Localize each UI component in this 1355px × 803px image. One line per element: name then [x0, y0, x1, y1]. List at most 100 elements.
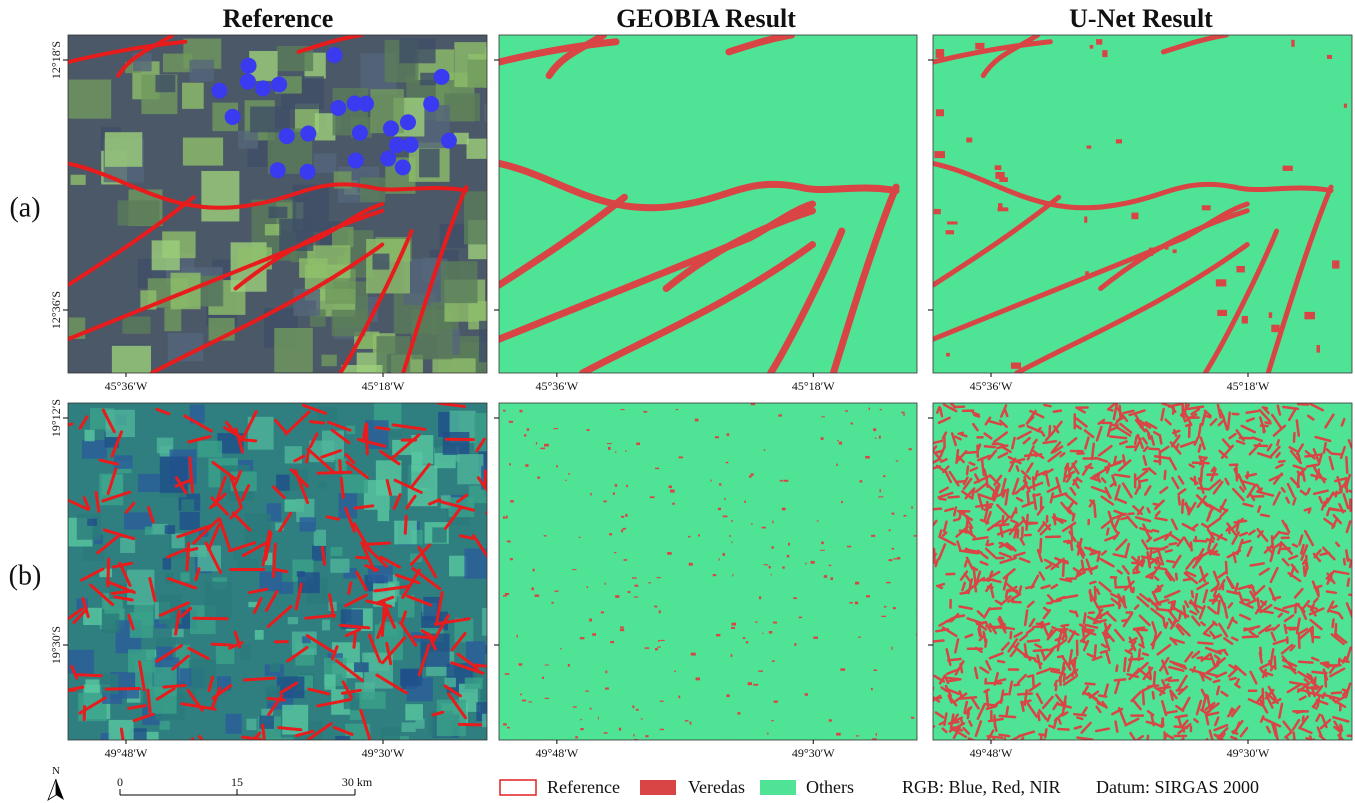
vereda [279, 728, 301, 730]
vereda-blob [934, 151, 945, 158]
vereda-blob [678, 456, 683, 458]
pivot [211, 83, 227, 99]
vereda-blob [587, 429, 590, 431]
vereda-blob [670, 490, 675, 493]
vereda [1014, 685, 1019, 686]
vereda-blob [880, 409, 882, 410]
imagery-patch [155, 75, 175, 92]
lon-label: 49°30′W [792, 746, 835, 760]
vereda [1018, 694, 1032, 695]
vereda-blob [507, 541, 511, 543]
vereda [1333, 619, 1334, 626]
vereda-blob [685, 720, 689, 721]
vereda-blob [505, 593, 509, 595]
vereda [1193, 463, 1209, 464]
vereda-blob [849, 602, 852, 603]
imagery-patch [120, 538, 135, 553]
vereda-blob [542, 677, 544, 679]
vereda [1332, 454, 1341, 455]
vereda-blob [710, 480, 711, 482]
map-panel: 45°36′W45°18′W [494, 35, 917, 393]
imagery-patch [189, 60, 214, 82]
vereda [1176, 716, 1187, 718]
vereda-blob [729, 535, 730, 537]
imagery-patch [335, 736, 350, 755]
vereda-blob [655, 468, 659, 469]
vereda [357, 557, 369, 558]
vereda [988, 544, 992, 545]
vereda [1044, 405, 1050, 406]
vereda [1017, 466, 1019, 470]
vereda-blob [851, 423, 853, 425]
vereda [1299, 662, 1312, 663]
imagery-patch [269, 207, 288, 219]
vereda [1247, 411, 1258, 413]
pivot [271, 76, 287, 92]
map-content [927, 403, 1355, 751]
vereda [1160, 435, 1161, 443]
vereda-blob [620, 626, 624, 628]
vereda [212, 644, 232, 645]
vereda-blob [1269, 312, 1272, 318]
map-panel: 49°48′W49°30′W [927, 403, 1355, 760]
pivot [403, 137, 419, 153]
vereda-blob [580, 728, 583, 730]
vereda [1141, 638, 1143, 645]
imagery-patch [71, 175, 86, 185]
vereda [1115, 679, 1125, 680]
vereda [1166, 623, 1167, 628]
vereda [988, 740, 997, 745]
vereda [1195, 477, 1196, 484]
vereda-blob [531, 587, 533, 590]
imagery-patch [315, 113, 336, 140]
vereda-blob [657, 577, 661, 578]
vereda [1327, 591, 1336, 592]
vereda-blob [603, 500, 606, 502]
vereda-blob [891, 647, 892, 650]
vereda [1000, 735, 1010, 736]
imagery-patch [183, 138, 223, 166]
lon-label: 49°30′W [362, 746, 405, 760]
vereda-blob [609, 533, 612, 535]
vereda-blob [731, 623, 736, 626]
vereda-blob [794, 643, 796, 646]
vereda-blob [1085, 271, 1089, 276]
scale-label: 30 km [342, 775, 373, 789]
vereda-blob [659, 610, 661, 613]
vereda [1305, 509, 1310, 510]
vereda [148, 690, 150, 712]
column-title: Reference [223, 4, 334, 33]
vereda-blob [601, 611, 604, 613]
vereda [1333, 606, 1337, 608]
imagery-patch [322, 620, 330, 631]
vereda [950, 679, 961, 681]
lon-label: 45°18′W [362, 379, 405, 393]
vereda [1033, 494, 1039, 496]
vereda-blob [946, 230, 954, 234]
imagery-patch [419, 149, 440, 178]
vereda [1201, 468, 1202, 482]
vereda [1143, 654, 1148, 656]
vereda [1332, 693, 1341, 694]
vereda-blob [773, 622, 777, 624]
vereda-blob [759, 596, 761, 599]
pivot [326, 47, 342, 63]
pivot [380, 151, 396, 167]
vereda [936, 451, 941, 452]
vereda [998, 661, 1004, 662]
vereda-blob [726, 694, 729, 697]
vereda-blob [519, 410, 522, 412]
column-title: U-Net Result [1069, 4, 1213, 33]
vereda-blob [667, 552, 672, 555]
vereda [1034, 650, 1048, 651]
vereda [121, 729, 123, 740]
vereda [1205, 634, 1210, 636]
vereda [1058, 656, 1063, 657]
vereda-blob [660, 640, 665, 641]
vereda [1000, 716, 1015, 717]
vereda [1049, 726, 1053, 728]
lat-label: 19°12′S [49, 399, 63, 437]
vereda [106, 688, 139, 689]
imagery-patch [300, 517, 316, 531]
vereda-blob [613, 492, 615, 494]
